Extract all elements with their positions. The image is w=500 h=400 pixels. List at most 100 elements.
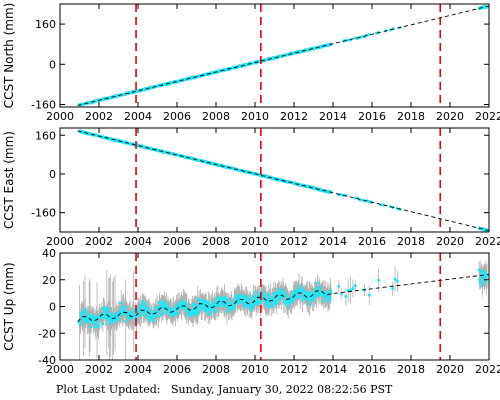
data-point	[94, 324, 98, 328]
data-point	[244, 294, 248, 298]
data-point	[290, 299, 294, 303]
data-point	[346, 38, 350, 42]
x-tick-label: 2022	[475, 110, 500, 123]
x-tick-label: 2022	[475, 363, 500, 376]
x-tick-label: 2004	[124, 363, 152, 376]
data-point	[388, 28, 392, 32]
y-axis-label: CCST North (mm)	[2, 3, 16, 109]
data-point	[196, 309, 200, 313]
x-tick-label: 2008	[202, 363, 230, 376]
data-point	[327, 296, 331, 300]
data-point	[267, 305, 271, 309]
data-point	[272, 298, 276, 302]
footer-label: Plot Last Updated:	[56, 383, 161, 396]
data-point	[106, 306, 110, 310]
data-point	[146, 315, 150, 319]
data-point	[200, 307, 204, 311]
panel-1: 2000 2002 2004 2006 2008 2010 2012 2014 2016 2018…	[2, 3, 500, 123]
data-point	[119, 301, 123, 305]
data-point	[138, 314, 142, 318]
data-point	[284, 293, 288, 297]
data-point	[277, 287, 281, 291]
footer-value: Sunday, January 30, 2022 08:22:56 PST	[170, 383, 393, 396]
data-point	[254, 290, 258, 294]
plot-area	[77, 128, 489, 232]
data-point	[351, 286, 355, 290]
y-tick-label: 0	[49, 168, 56, 181]
y-tick-label: 40	[42, 247, 56, 260]
data-point	[321, 298, 325, 302]
data-point	[163, 301, 167, 305]
data-point	[96, 321, 100, 325]
plot-area	[77, 253, 489, 360]
data-point	[191, 312, 195, 316]
data-point	[360, 198, 364, 202]
plot-area	[77, 4, 489, 107]
data-point	[374, 31, 378, 35]
data-point	[312, 296, 316, 300]
data-point	[271, 296, 275, 300]
x-tick-label: 2014	[319, 363, 347, 376]
data-point	[377, 278, 381, 282]
x-tick-label: 2012	[280, 110, 308, 123]
data-point	[339, 292, 343, 296]
data-point	[224, 297, 228, 301]
data-point	[266, 292, 270, 296]
data-point	[360, 35, 364, 39]
x-tick-label: 2020	[436, 363, 464, 376]
data-point	[161, 311, 165, 315]
data-point	[157, 309, 161, 313]
data-point	[156, 314, 160, 318]
x-tick-label: 2018	[397, 235, 425, 248]
data-point	[267, 302, 271, 306]
data-point	[270, 305, 274, 309]
data-point	[225, 310, 229, 314]
x-tick-label: 2008	[202, 110, 230, 123]
data-point	[484, 271, 488, 275]
data-point	[101, 322, 105, 326]
x-tick-label: 2004	[124, 110, 152, 123]
data-point	[353, 196, 357, 200]
data-point	[484, 280, 488, 284]
data-point	[297, 288, 301, 292]
data-point	[349, 288, 353, 292]
data-point	[86, 312, 90, 316]
data-point	[113, 311, 117, 315]
data-point	[204, 302, 208, 306]
data-point	[201, 299, 205, 303]
data-point	[87, 318, 91, 322]
x-tick-label: 2018	[397, 363, 425, 376]
data-point	[93, 321, 97, 325]
y-tick-label: 160	[35, 129, 56, 142]
x-tick-label: 2016	[358, 363, 386, 376]
data-point	[193, 302, 197, 306]
x-tick-label: 2006	[163, 235, 191, 248]
data-point	[478, 278, 482, 282]
data-point	[148, 318, 152, 322]
x-tick-label: 2000	[46, 363, 74, 376]
data-point	[204, 299, 208, 303]
x-tick-label: 2020	[436, 235, 464, 248]
data-point	[301, 298, 305, 302]
y-tick-label: 0	[49, 301, 56, 314]
data-point	[122, 308, 126, 312]
data-point	[258, 301, 262, 305]
data-point	[175, 311, 179, 315]
data-point	[206, 309, 210, 313]
x-tick-label: 2002	[85, 110, 113, 123]
data-point	[480, 283, 484, 287]
x-tick-label: 2014	[319, 235, 347, 248]
y-tick-label: 20	[42, 274, 56, 287]
x-tick-label: 2010	[241, 363, 269, 376]
trend-line	[77, 5, 489, 106]
data-point	[227, 297, 231, 301]
y-tick-label: 160	[35, 18, 56, 31]
data-point	[243, 302, 247, 306]
data-point	[97, 324, 101, 328]
data-point	[315, 281, 319, 285]
x-tick-label: 2004	[124, 235, 152, 248]
data-point	[318, 285, 322, 289]
data-point	[353, 36, 357, 40]
data-point	[251, 304, 255, 308]
x-tick-label: 2018	[397, 110, 425, 123]
